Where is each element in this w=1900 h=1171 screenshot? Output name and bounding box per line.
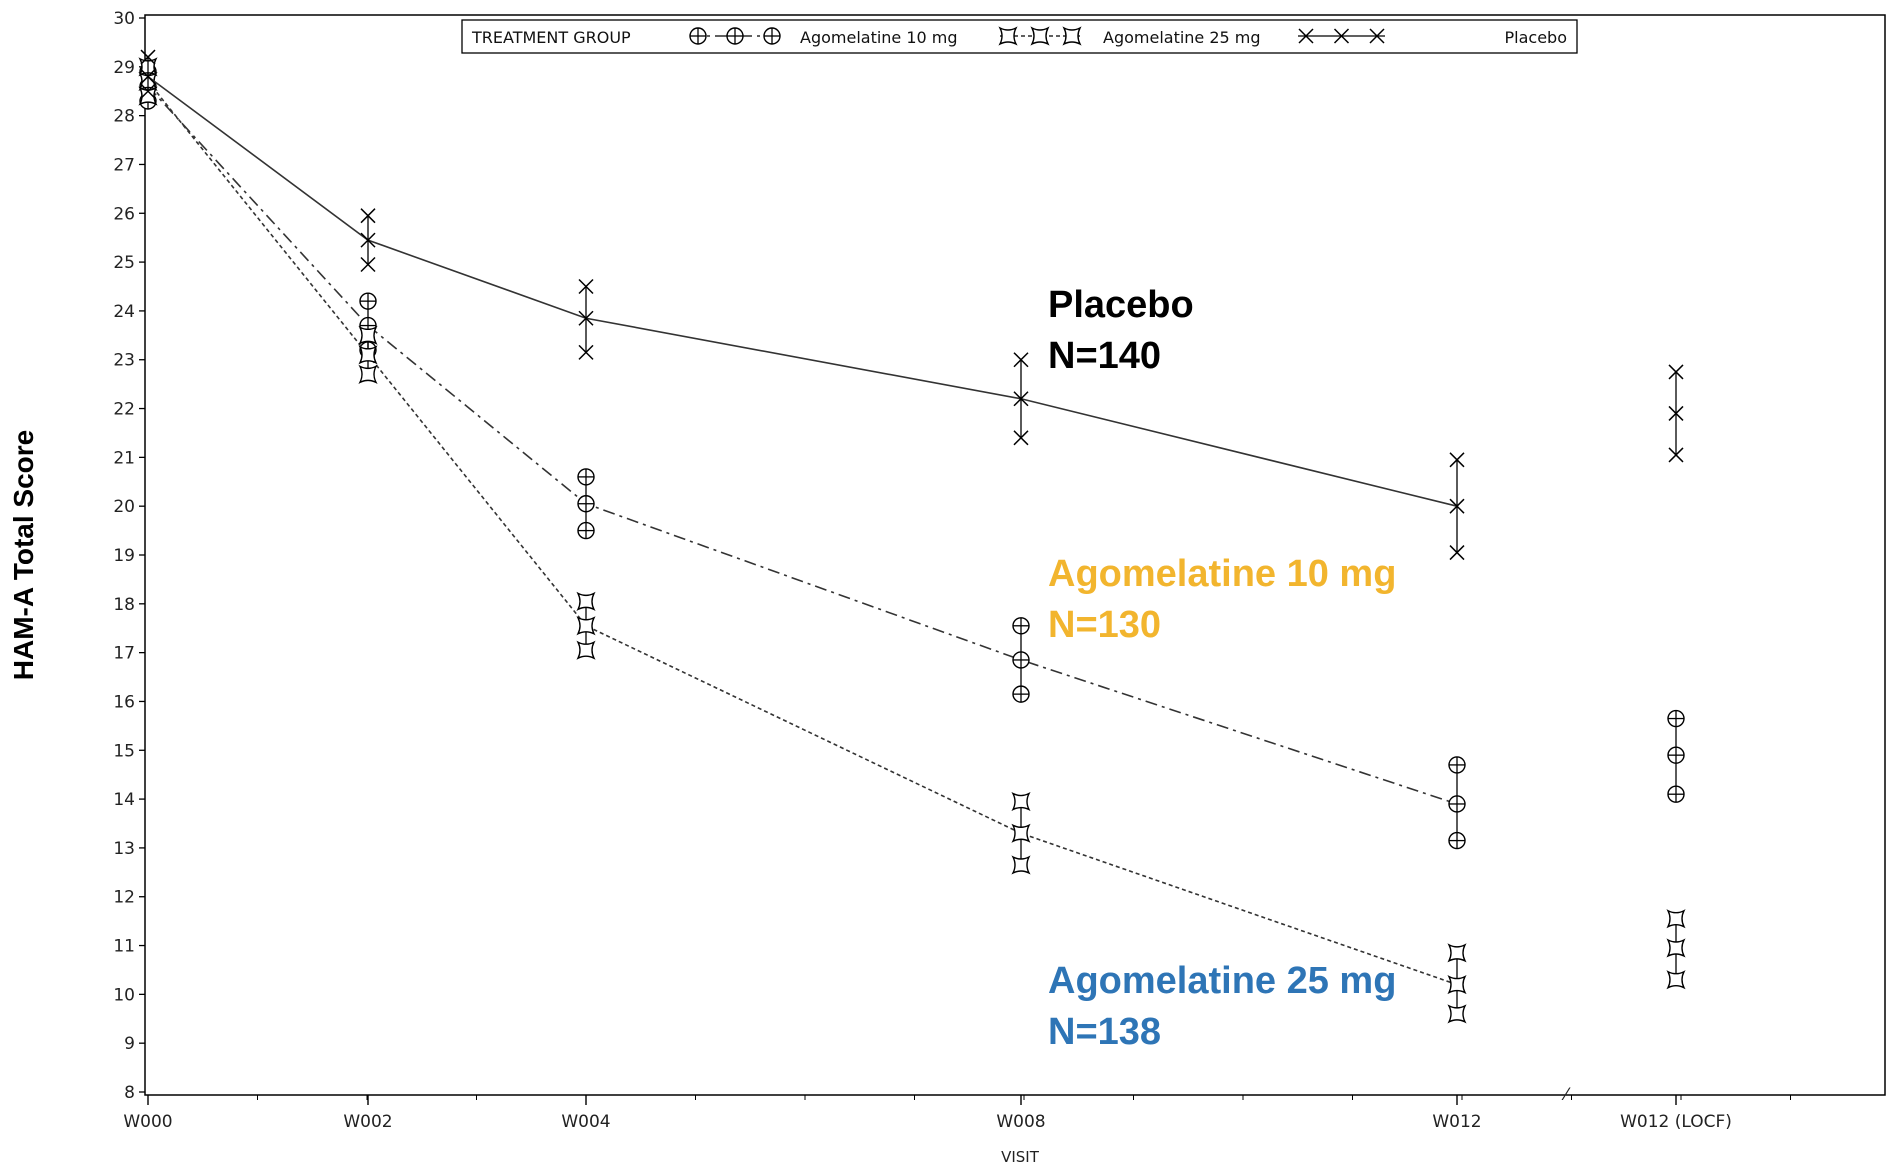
errorbar-placebo	[578, 278, 594, 360]
y-tick-label: 13	[113, 839, 135, 859]
data-point-agomelatine-25-mg	[576, 616, 596, 636]
errorbar-agomelatine-25-mg	[1447, 943, 1467, 1024]
y-tick-label: 25	[113, 253, 135, 273]
errorbar-agomelatine-10-mg	[577, 468, 595, 540]
annotation-agomelatine-10mg: Agomelatine 10 mg N=130	[1048, 553, 1396, 646]
x-tick-label: W002	[343, 1112, 392, 1132]
errorbar-agomelatine-10-mg	[1448, 756, 1466, 850]
annotation-placebo-name: Placebo	[1048, 284, 1194, 326]
y-tick-label: 19	[113, 546, 135, 566]
data-point-agomelatine-25-mg	[1011, 823, 1031, 843]
y-axis: 8 9 10 11 12 13 14 15 16 17 18 19 20 21 22 23 24 25 26 27 28…	[113, 9, 145, 1103]
y-tick-label: 16	[113, 692, 135, 712]
errorbar-placebo	[1449, 452, 1465, 561]
errorbar-agomelatine-10-mg	[1012, 617, 1030, 703]
annotation-agomelatine-25mg: Agomelatine 25 mg N=138	[1048, 960, 1396, 1053]
data-point-placebo	[578, 310, 594, 326]
legend-box	[461, 19, 1578, 54]
y-tick-label: 22	[113, 400, 135, 420]
x-axis: W000 W002 W004 W008 W012 W012 (LOCF) ⁄	[123, 1085, 1791, 1132]
data-point-agomelatine-25-mg	[358, 345, 378, 365]
y-tick-label: 30	[113, 9, 135, 29]
x-tick-label: W008	[996, 1112, 1045, 1132]
data-point-placebo	[140, 69, 156, 85]
series-line-agomelatine-25-mg	[147, 80, 1458, 986]
y-tick-label: 10	[113, 985, 135, 1005]
legend-sample-agomelatine-10mg	[689, 27, 781, 45]
series-layer	[138, 49, 1686, 1024]
annotation-agomelatine-25mg-n: N=138	[1048, 1011, 1161, 1053]
y-tick-label: 23	[113, 351, 135, 371]
y-tick-label: 8	[124, 1083, 135, 1103]
data-point-agomelatine-10-mg	[1448, 795, 1466, 813]
y-tick-label: 15	[113, 741, 135, 761]
data-point-placebo	[1013, 391, 1029, 407]
x-axis-label: VISIT	[1001, 1148, 1040, 1166]
plot-frame	[144, 14, 1886, 1096]
legend-label-agomelatine-25mg: Agomelatine 25 mg	[1103, 28, 1261, 47]
series-line-agomelatine-10-mg	[147, 85, 1458, 805]
data-point-agomelatine-10-mg	[577, 495, 595, 513]
y-tick-label: 11	[113, 937, 135, 957]
data-point-agomelatine-10-mg	[1667, 746, 1685, 764]
x-axis-break-mark: ⁄	[1561, 1085, 1571, 1105]
annotation-agomelatine-10mg-name: Agomelatine 10 mg	[1048, 553, 1396, 595]
legend: TREATMENT GROUP Agomelatine 10 mg Agomel…	[461, 19, 1578, 54]
legend-label-agomelatine-10mg: Agomelatine 10 mg	[800, 28, 958, 47]
annotation-agomelatine-10mg-n: N=130	[1048, 604, 1161, 646]
data-point-agomelatine-25-mg	[1447, 975, 1467, 995]
y-tick-label: 21	[113, 448, 135, 468]
legend-title: TREATMENT GROUP	[471, 28, 631, 47]
annotation-placebo: Placebo N=140	[1048, 284, 1194, 377]
data-point-agomelatine-25-mg	[1666, 938, 1686, 958]
errorbar-agomelatine-25-mg	[358, 325, 378, 384]
y-tick-label: 27	[113, 155, 135, 175]
legend-sample-agomelatine-25mg	[998, 26, 1082, 46]
annotation-agomelatine-25mg-name: Agomelatine 25 mg	[1048, 960, 1396, 1002]
y-tick-label: 20	[113, 497, 135, 517]
data-point-placebo	[360, 232, 376, 248]
y-tick-label: 14	[113, 790, 135, 810]
y-tick-label: 26	[113, 204, 135, 224]
series-agomelatine-25-mg	[138, 57, 1686, 1024]
x-tick-label: W012 (LOCF)	[1620, 1112, 1732, 1132]
y-tick-label: 29	[113, 58, 135, 78]
data-point-placebo	[1449, 498, 1465, 514]
x-tick-label: W004	[561, 1112, 610, 1132]
y-tick-label: 12	[113, 888, 135, 908]
series-line-placebo	[147, 75, 1458, 507]
legend-sample-placebo	[1298, 28, 1385, 44]
legend-label-placebo: Placebo	[1505, 28, 1567, 47]
errorbar-placebo	[140, 49, 156, 99]
y-tick-label: 17	[113, 644, 135, 664]
data-point-placebo	[1668, 405, 1684, 421]
data-point-agomelatine-10-mg	[1012, 651, 1030, 669]
y-tick-label: 9	[124, 1034, 135, 1054]
errorbar-agomelatine-10-mg	[1667, 709, 1685, 803]
x-tick-label: W000	[123, 1112, 172, 1132]
y-tick-label: 28	[113, 107, 135, 127]
y-axis-label: HAM-A Total Score	[8, 430, 39, 680]
y-tick-label: 18	[113, 595, 135, 615]
annotation-placebo-n: N=140	[1048, 335, 1161, 377]
y-tick-label: 24	[113, 302, 135, 322]
series-placebo	[140, 49, 1684, 561]
x-tick-label: W012	[1432, 1112, 1481, 1132]
